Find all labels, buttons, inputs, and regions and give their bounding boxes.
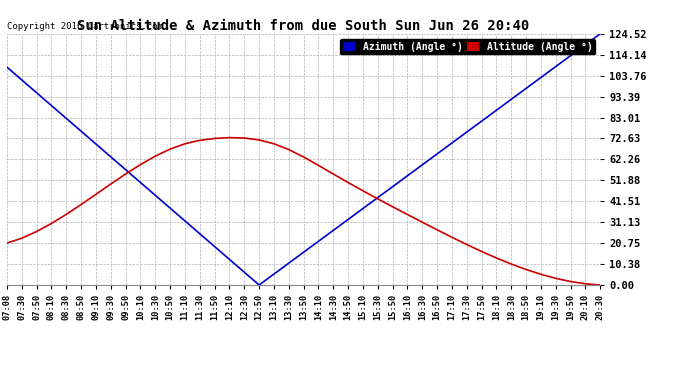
Title: Sun Altitude & Azimuth from due South Sun Jun 26 20:40: Sun Altitude & Azimuth from due South Su… — [77, 19, 530, 33]
Legend: Azimuth (Angle °), Altitude (Angle °): Azimuth (Angle °), Altitude (Angle °) — [340, 39, 595, 54]
Text: Copyright 2016 Cartronics.com: Copyright 2016 Cartronics.com — [7, 22, 163, 31]
